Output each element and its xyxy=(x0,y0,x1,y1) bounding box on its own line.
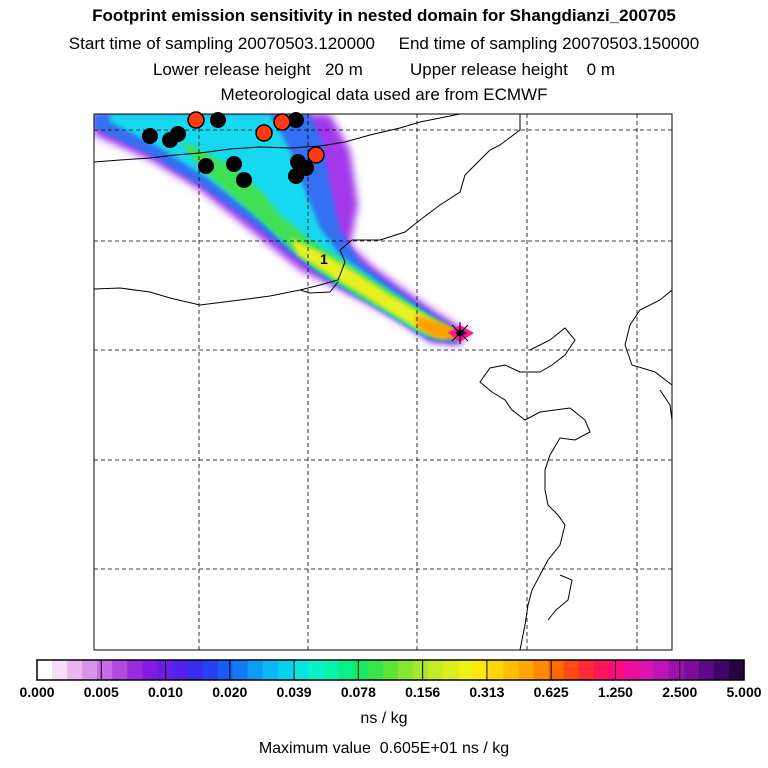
particle-marker xyxy=(288,112,304,128)
particle-marker xyxy=(170,126,186,142)
colorbar-swatch xyxy=(473,660,489,680)
colorbar-swatch xyxy=(518,660,535,680)
particle-markers xyxy=(142,111,325,188)
colorbar-swatch xyxy=(608,660,625,680)
coastline-korea xyxy=(624,289,672,386)
cluster-label: 1 xyxy=(320,251,328,267)
colorbar-swatch xyxy=(262,660,279,680)
colorbar-swatch xyxy=(322,660,339,680)
colorbar-swatch xyxy=(683,660,700,680)
colorbar-swatch xyxy=(382,660,399,680)
colorbar-swatch xyxy=(638,660,655,680)
plume-contour-orange xyxy=(415,315,458,340)
colorbar-swatch xyxy=(698,660,715,680)
map-frame xyxy=(93,113,673,651)
colorbar-swatch xyxy=(337,660,354,680)
colorbar-swatch xyxy=(232,660,249,680)
particle-marker xyxy=(288,168,304,184)
plume-contour-green xyxy=(180,140,447,338)
colorbar-swatch xyxy=(277,660,294,680)
coastline-peninsula xyxy=(659,389,672,421)
colorbar-swatch xyxy=(533,660,550,680)
grid-lines xyxy=(94,114,672,650)
particle-marker xyxy=(307,146,325,164)
colorbar-swatch xyxy=(112,660,128,680)
colorbar-swatch xyxy=(217,660,234,680)
colorbar-swatch xyxy=(247,660,264,680)
colorbar-tick-label: 0.625 xyxy=(533,684,569,700)
particle-marker xyxy=(142,128,158,144)
colorbar-tick-label: 0.020 xyxy=(212,684,248,700)
colorbar-swatch xyxy=(307,660,324,680)
colorbar xyxy=(37,660,745,680)
colorbar-swatch xyxy=(653,660,670,680)
colorbar-swatch xyxy=(202,660,219,680)
colorbar-swatch xyxy=(563,660,580,680)
colorbar-tick-label: 1.250 xyxy=(597,684,633,700)
colorbar-swatch xyxy=(97,660,113,680)
colorbar-swatch xyxy=(413,660,429,680)
colorbar-swatch xyxy=(37,660,53,680)
particle-marker xyxy=(255,124,273,142)
colorbar-swatch xyxy=(67,660,83,680)
plume-contour-yellow xyxy=(290,238,450,338)
colorbar-swatch xyxy=(503,660,519,680)
colorbar-swatch xyxy=(458,660,474,680)
particle-marker xyxy=(236,172,252,188)
colorbar-swatch xyxy=(443,660,459,680)
colorbar-swatch xyxy=(187,660,204,680)
coastline-china-mid xyxy=(547,574,573,621)
colorbar-swatch xyxy=(428,660,444,680)
colorbar-swatch xyxy=(548,660,565,680)
colorbar-tick-label: 0.000 xyxy=(19,684,55,700)
colorbar-swatch xyxy=(623,660,640,680)
coastline-china-east xyxy=(479,327,591,650)
met-data-source: Meteorological data used are from ECMWF xyxy=(220,85,548,104)
plume-layer xyxy=(94,114,474,345)
colorbar-swatch xyxy=(172,660,189,680)
colorbar-swatch xyxy=(593,660,610,680)
receptor-marker xyxy=(451,322,469,344)
colorbar-swatch xyxy=(52,660,68,680)
colorbar-swatch xyxy=(668,660,685,680)
colorbar-tick-label: 0.039 xyxy=(276,684,312,700)
particle-marker xyxy=(198,158,214,174)
border-line xyxy=(94,114,461,163)
colorbar-frame xyxy=(36,659,745,681)
colorbar-swatch xyxy=(728,660,745,680)
colorbar-swatch xyxy=(142,660,158,680)
particle-marker xyxy=(187,111,205,129)
coastlines xyxy=(94,114,672,650)
chart-title: Footprint emission sensitivity in nested… xyxy=(92,6,676,25)
colorbar-swatch xyxy=(82,660,98,680)
colorbar-swatch xyxy=(292,660,309,680)
colorbar-swatch xyxy=(127,660,143,680)
colorbar-tick-label: 0.005 xyxy=(83,684,119,700)
colorbar-swatch xyxy=(367,660,384,680)
colorbar-swatch xyxy=(352,660,369,680)
colorbar-tick-label: 2.500 xyxy=(662,684,698,700)
sampling-times: Start time of sampling 20070503.120000 E… xyxy=(68,34,700,53)
colorbar-unit: ns / kg xyxy=(360,710,408,727)
colorbar-tick-label: 5.000 xyxy=(726,684,762,700)
release-heights: Lower release height 20 m Upper release … xyxy=(152,60,616,79)
particle-marker xyxy=(226,156,242,172)
colorbar-tick-label: 0.156 xyxy=(405,684,441,700)
colorbar-tick-label: 0.313 xyxy=(469,684,505,700)
colorbar-dividers xyxy=(100,660,681,680)
colorbar-swatch xyxy=(488,660,504,680)
border-line xyxy=(299,281,339,294)
border-line xyxy=(94,114,521,306)
max-value-text: Maximum value 0.605E+01 ns / kg xyxy=(258,740,510,757)
particle-marker xyxy=(273,113,291,131)
colorbar-swatch xyxy=(398,660,414,680)
colorbar-swatch xyxy=(713,660,730,680)
colorbar-swatch xyxy=(578,660,595,680)
particle-marker xyxy=(210,112,226,128)
colorbar-tick-label: 0.078 xyxy=(340,684,376,700)
colorbar-tick-label: 0.010 xyxy=(148,684,184,700)
